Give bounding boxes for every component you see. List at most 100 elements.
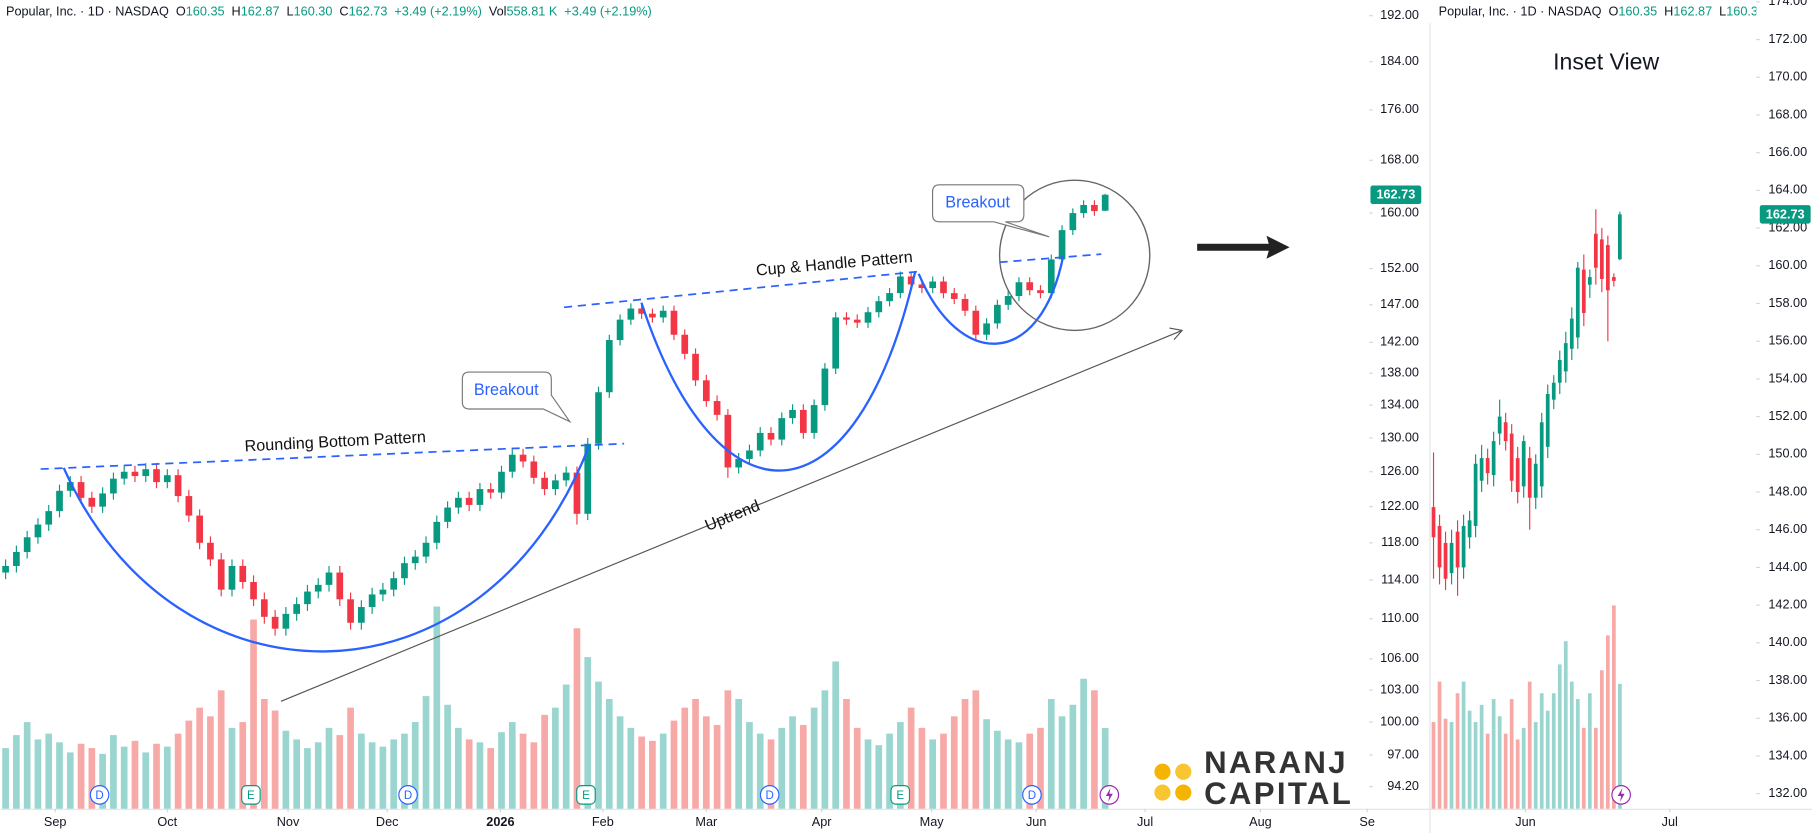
volume-bar (1515, 739, 1520, 809)
volume-bar (638, 736, 645, 809)
candle-body (1497, 416, 1502, 434)
drawings: Rounding Bottom Pattern Breakout Cup & H… (40, 179, 1290, 702)
volume-bar (702, 716, 710, 809)
y-tick-label: 142.00 (1768, 597, 1807, 611)
volume-bar (649, 740, 656, 809)
candle-body (498, 471, 505, 493)
candle-body (1509, 433, 1514, 481)
volume-bar (1473, 722, 1478, 809)
logo-petal (1175, 763, 1192, 780)
y-tick-label: 160.00 (1380, 205, 1419, 219)
candle-body (1593, 233, 1598, 268)
volume-bar (1479, 704, 1484, 809)
y-tick-label: 170.00 (1768, 70, 1807, 84)
label: L (287, 5, 294, 19)
volume-bar (185, 720, 193, 809)
highlight-circle (998, 179, 1151, 332)
volume-bar (961, 698, 969, 809)
event-icon (89, 785, 110, 805)
volume-bar (972, 690, 980, 809)
volume-bar (153, 743, 160, 809)
y-tick-label: 148.00 (1768, 484, 1807, 498)
y-tick-label: 106.00 (1380, 651, 1419, 665)
candle-body (1557, 360, 1562, 383)
candle-body (465, 497, 473, 505)
candle-body (702, 380, 710, 402)
volume-bar (983, 719, 990, 809)
candle-body (368, 594, 376, 608)
candle-body (1037, 290, 1044, 294)
price-tag-label: 162.73 (1376, 188, 1415, 202)
candle-body (713, 401, 721, 415)
volume-bar (1461, 681, 1466, 809)
volume-bar (541, 714, 548, 809)
volume-bar (1443, 718, 1448, 809)
annotation: Breakout (945, 194, 1010, 212)
volume-bar (1449, 722, 1454, 809)
volume-bar (950, 716, 958, 809)
y-tick-label: 172.00 (1768, 32, 1807, 46)
value: 160.35 (1618, 5, 1657, 19)
candle-body (1491, 441, 1496, 476)
candle-body (77, 482, 85, 498)
volume-bar (498, 732, 505, 809)
volume-bar (735, 698, 742, 809)
uptrend-line (280, 329, 1183, 702)
candle-body (174, 475, 182, 497)
y-tick-label: 150.00 (1768, 447, 1807, 461)
x-tick-label: Se (1359, 815, 1375, 829)
candle-body (336, 572, 344, 600)
volume-bar (1533, 722, 1538, 809)
candle-body (411, 556, 419, 564)
candle-body (1485, 458, 1490, 474)
candle-body (584, 443, 592, 514)
candle-body (940, 281, 947, 294)
y-tick-label: 110.00 (1381, 611, 1419, 625)
label: Vol (489, 5, 507, 19)
resistance-line (999, 253, 1102, 264)
candle-body (304, 591, 311, 605)
volume-bar (476, 742, 484, 809)
volume-bar (799, 724, 807, 809)
candle-body (1069, 213, 1077, 231)
x-tick-label: Dec (376, 815, 399, 829)
logo: NARANJ CAPITAL (1154, 745, 1351, 811)
candle-body (1599, 239, 1604, 280)
value: +3.49 (+2.19%) (394, 5, 481, 19)
candle-body (110, 478, 117, 494)
x-tick-label: May (920, 815, 945, 829)
y-tick-label: 134.00 (1380, 397, 1419, 411)
volume-bar (1551, 693, 1556, 809)
y-tick-label: 140.00 (1768, 635, 1807, 649)
y-tick-label: 130.00 (1380, 430, 1419, 444)
volume-bar (56, 742, 63, 809)
volume-bar (789, 716, 796, 809)
volume-bar (1539, 693, 1544, 809)
volume-bar (34, 739, 42, 809)
logo-center (1167, 776, 1179, 788)
volume-bar (1509, 699, 1514, 809)
candle-body (832, 317, 840, 369)
volume-bar (88, 748, 96, 809)
candle-body (153, 469, 160, 483)
candle-body (1026, 282, 1034, 291)
candle-body (217, 559, 225, 590)
candle-body (1431, 507, 1436, 538)
volume-bar (1575, 699, 1580, 809)
candle-body (1080, 204, 1087, 214)
candle-body (767, 432, 775, 440)
volume-bar (142, 752, 150, 809)
candle-body (950, 293, 958, 299)
candle-body (142, 469, 150, 477)
annotation: Breakout (474, 381, 539, 399)
volume-bar (562, 684, 570, 809)
cup-curve (640, 271, 917, 472)
volume-bar (401, 733, 408, 809)
candle-body (401, 563, 408, 579)
value: 160.30 (1726, 5, 1765, 19)
candle-body (185, 496, 193, 516)
volume-bar (1618, 683, 1622, 809)
value: 160.35 (186, 5, 225, 19)
volume-bar (940, 733, 947, 809)
